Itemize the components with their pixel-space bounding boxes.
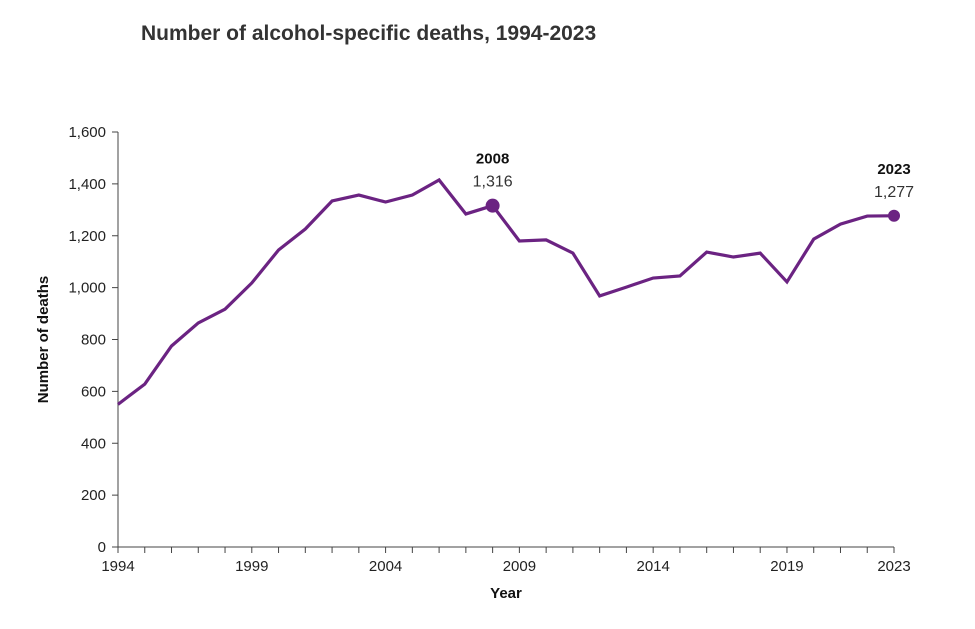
x-tick-label: 1999 — [235, 558, 268, 575]
x-tick-label: 2009 — [503, 558, 536, 575]
x-tick-label: 2023 — [877, 558, 910, 575]
y-tick-label: 1,000 — [68, 280, 106, 297]
y-tick-label: 1,200 — [68, 228, 106, 245]
x-tick-label: 2014 — [636, 558, 669, 575]
y-tick-label: 200 — [81, 487, 106, 504]
highlight-point-2023 — [888, 209, 900, 222]
y-tick-label: 400 — [81, 435, 106, 452]
annotation-value: 1,316 — [473, 174, 513, 191]
y-tick-label: 1,600 — [68, 124, 106, 141]
series-line — [117, 177, 895, 406]
x-tick-label: 1994 — [101, 558, 134, 575]
x-axis-label: Year — [490, 585, 522, 602]
highlight-point-2008 — [485, 198, 500, 213]
annotation-year: 2008 — [476, 151, 509, 168]
x-tick-label: 2019 — [770, 558, 803, 575]
y-tick-label: 800 — [81, 332, 106, 349]
y-axis-label: Number of deaths — [35, 276, 52, 404]
annotation-year: 2023 — [877, 161, 910, 178]
chart-title: Number of alcohol-specific deaths, 1994-… — [141, 22, 597, 45]
x-tick-label: 2004 — [369, 558, 402, 575]
y-tick-label: 1,400 — [68, 176, 106, 193]
annotation-value: 1,277 — [874, 184, 914, 201]
y-tick-label: 600 — [81, 383, 106, 400]
y-tick-label: 0 — [98, 539, 106, 556]
